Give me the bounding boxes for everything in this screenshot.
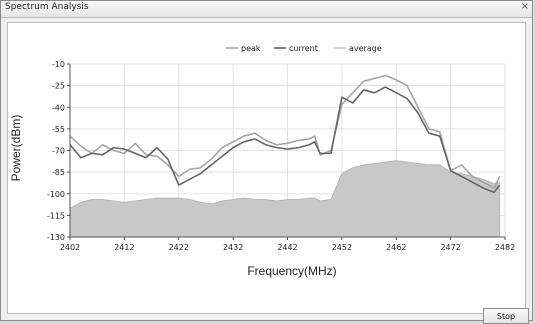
legend-label-peak: peak [241,44,261,53]
series-lines [69,74,501,194]
y-tick-label: -85 [52,168,65,177]
x-axis-label: Frequency(MHz) [247,264,336,278]
x-tick-label: 2452 [332,243,352,252]
x-tick-label: 2462 [386,243,406,252]
y-tick-label: -25 [52,82,65,91]
x-tick-label: 2402 [60,243,80,252]
y-tick-label: -10 [52,60,65,69]
y-tick-label: -115 [47,211,65,220]
x-tick-label: 2472 [440,243,460,252]
spectrum-chart: peak current average -10-25-40-55-70-85-10… [9,44,515,278]
chart-panel: peak current average -10 -25 -40 -55 -70 -85 -10… [7,22,529,324]
y-tick-label: -70 [52,147,65,156]
stop-button[interactable]: Stop [483,308,529,324]
y-axis-label: Power(dBm) [9,115,23,182]
y-tick-label: -40 [52,103,65,112]
series-average-area [69,160,501,238]
average-area [69,160,501,238]
series-peak-line [69,74,501,189]
y-tick-label: -130 [47,233,65,242]
y-tick-label: -100 [47,190,65,199]
title-bar: Spectrum Analysis × [1,1,532,18]
x-tick-label: 2442 [277,243,297,252]
x-tick-label: 2482 [495,243,515,252]
x-tick-label: 2422 [169,243,189,252]
y-tick-label: -55 [52,125,65,134]
x-tick-label: 2432 [223,243,243,252]
legend-label-average: average [349,44,382,53]
window-title: Spectrum Analysis [5,2,89,12]
close-icon[interactable]: × [520,1,529,12]
legend: peak current average [226,44,382,53]
x-tick-label: 2412 [114,243,134,252]
series-current-line [69,86,501,194]
legend-label-current: current [289,44,318,53]
